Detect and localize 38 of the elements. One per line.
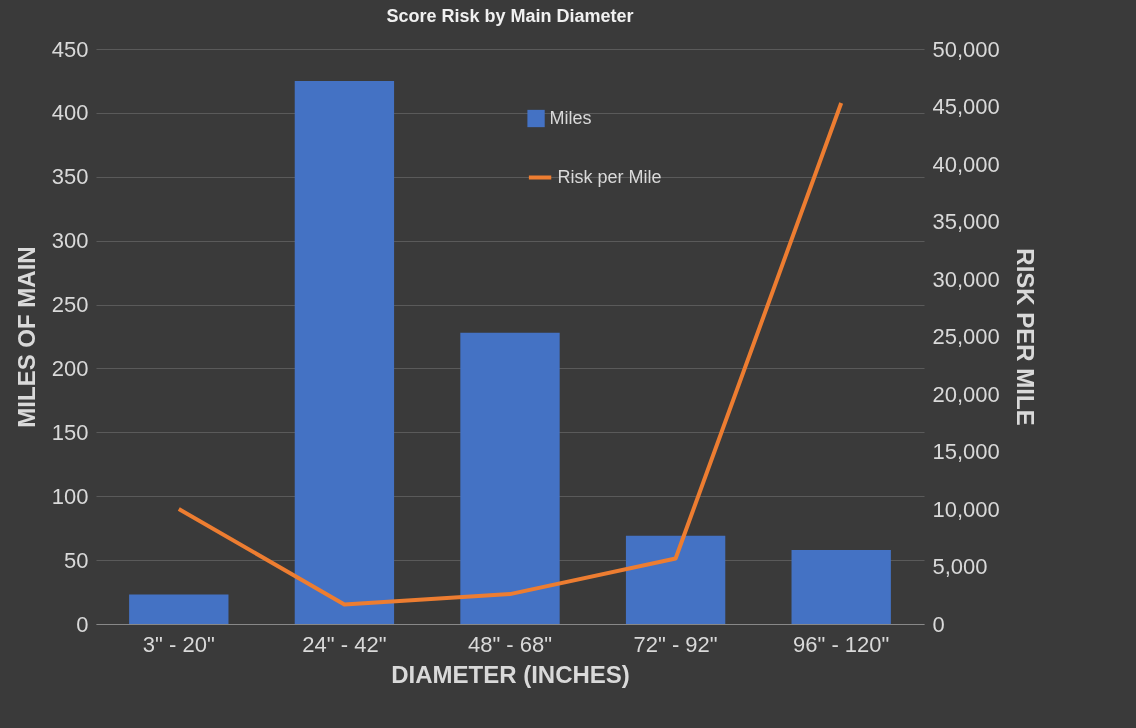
y2-tick-label: 25,000: [932, 324, 1000, 349]
line-series: [176, 101, 844, 607]
bar: [129, 594, 229, 624]
x-axis-title: DIAMETER (INCHES): [391, 660, 630, 688]
y-tick-label: 300: [51, 228, 89, 254]
legend-label: Miles: [549, 107, 592, 128]
y2-tick-label: 45,000: [932, 94, 1000, 119]
y-tick-label: 100: [51, 483, 89, 509]
y-tick-label: 400: [51, 100, 89, 126]
y2-tick-label: 35,000: [932, 209, 1000, 234]
y2-tick-label: 10,000: [932, 496, 1000, 522]
bar: [460, 332, 560, 624]
y-tick-label: 250: [51, 292, 89, 318]
y2-tick-label: 50,000: [932, 36, 1000, 62]
y2-axis-title: RISK PER MILE: [1011, 248, 1039, 426]
x-tick-label: 72" - 92": [633, 631, 718, 657]
bar: [625, 535, 726, 624]
x-tick-label: 24" - 42": [302, 631, 387, 657]
y-tick-label: 50: [64, 547, 89, 573]
y2-tick-label: 30,000: [932, 266, 1000, 292]
y-tick-label: 200: [51, 355, 89, 381]
x-tick-label: 3" - 20": [142, 631, 215, 657]
y2-tick-label: 5,000: [932, 554, 988, 579]
y-tick-label: 150: [51, 419, 89, 445]
y2-tick-label: 15,000: [932, 439, 1000, 464]
bar: [294, 80, 395, 624]
y-axis-title: MILES OF MAIN: [12, 246, 40, 428]
y-tick-label: 0: [76, 611, 89, 637]
bar: [791, 549, 891, 624]
y2-tick-label: 20,000: [932, 381, 1000, 407]
legend-label: Risk per Mile: [557, 166, 662, 187]
y-tick-label: 350: [51, 164, 89, 190]
x-tick-label: 48" - 68": [467, 631, 553, 657]
x-tick-label: 96" - 120": [793, 631, 890, 657]
y-tick-label: 450: [51, 36, 89, 62]
y2-tick-label: 0: [932, 611, 945, 637]
chart-title: Score Risk by Main Diameter: [386, 6, 634, 26]
y2-tick-label: 40,000: [932, 151, 1000, 177]
